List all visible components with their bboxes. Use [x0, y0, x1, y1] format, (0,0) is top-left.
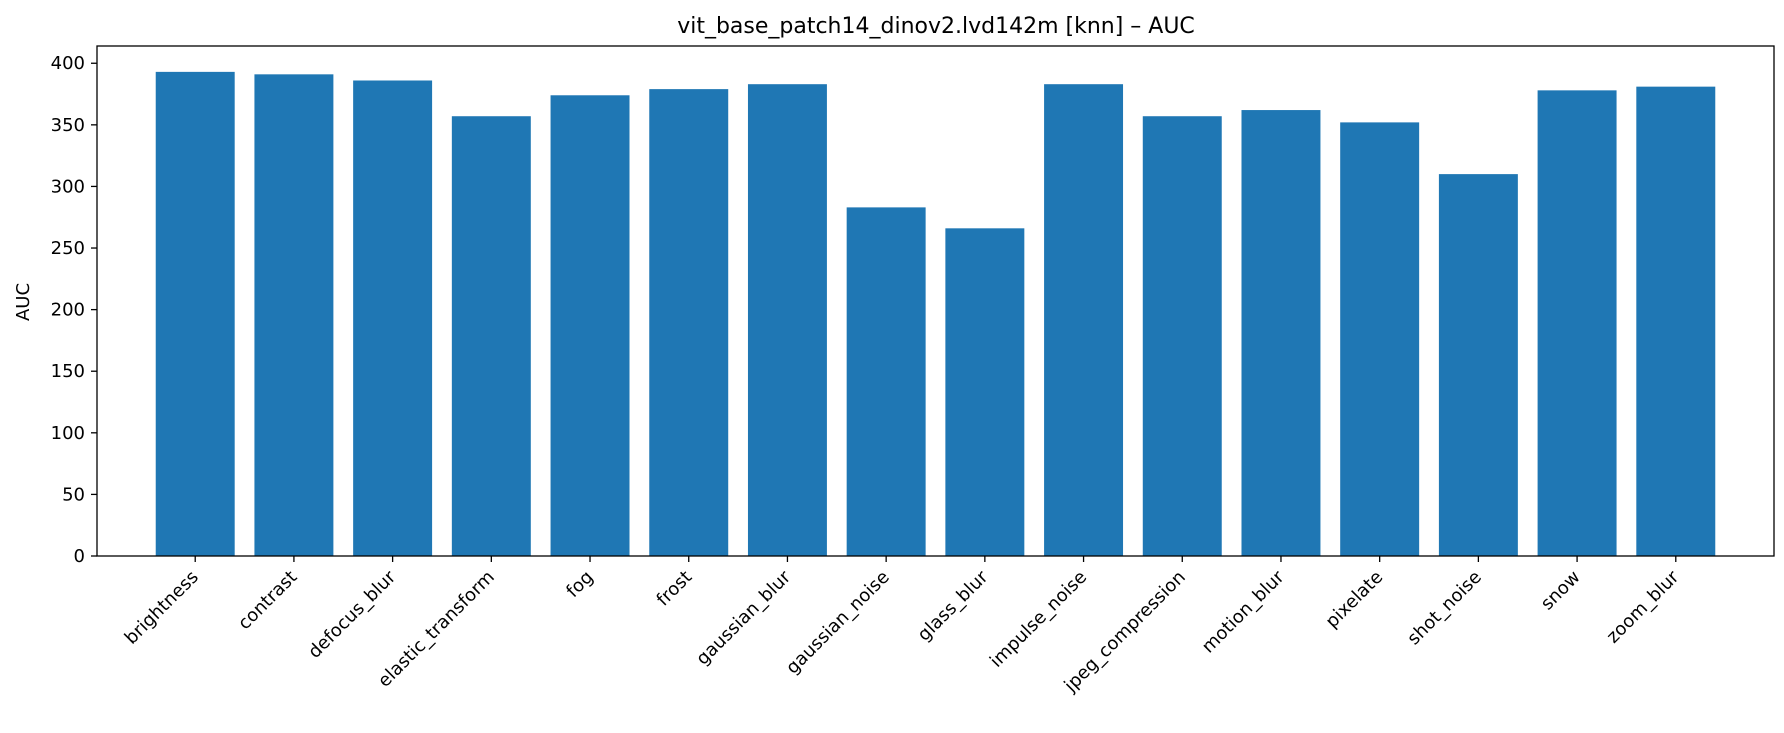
y-axis: 0 50 100 150 200 250 300 350 400: [51, 53, 97, 567]
y-tick-label: 150: [51, 361, 85, 382]
bar-pixelate: [1340, 122, 1420, 556]
y-tick-label: 100: [51, 423, 85, 444]
bar-gaussian_blur: [747, 84, 827, 556]
bar-gaussian_noise: [846, 207, 926, 556]
bar-snow: [1537, 90, 1617, 556]
x-tick-label: zoom_blur: [1603, 566, 1684, 647]
y-tick-label: 300: [51, 176, 85, 197]
x-tick-label: defocus_blur: [304, 566, 400, 662]
x-tick-label: motion_blur: [1198, 566, 1289, 657]
y-tick-label: 350: [51, 115, 85, 136]
bar-frost: [649, 89, 729, 557]
x-tick-label: gaussian_blur: [692, 566, 795, 669]
y-tick-label: 250: [51, 238, 85, 259]
x-tick-label: pixelate: [1322, 567, 1388, 633]
bars-group: [155, 71, 1716, 557]
chart-title: vit_base_patch14_dinov2.lvd142m [knn] – …: [677, 14, 1195, 39]
bar-impulse_noise: [1044, 84, 1124, 556]
x-tick-label: fog: [562, 567, 597, 602]
y-tick-label: 200: [51, 300, 85, 321]
y-tick-label: 50: [62, 484, 85, 505]
x-tick-label: glass_blur: [914, 566, 993, 645]
x-axis: brightness contrast defocus_blurelastic_tr…: [121, 556, 1684, 697]
bar-motion_blur: [1241, 110, 1321, 556]
x-tick-label: snow: [1537, 567, 1585, 615]
bar-defocus_blur: [353, 80, 433, 557]
bar-fog: [550, 95, 630, 556]
x-tick-label: impulse_noise: [986, 567, 1091, 672]
bar-glass_blur: [945, 228, 1025, 556]
bar-shot_noise: [1438, 174, 1518, 556]
bar-elastic_transform: [451, 116, 531, 556]
bar-brightness: [155, 71, 235, 557]
x-tick-label: brightness: [121, 567, 203, 649]
bar-zoom_blur: [1636, 86, 1716, 557]
x-tick-label: shot_noise: [1403, 567, 1486, 650]
y-tick-label: 400: [51, 53, 85, 74]
plot-area-frame: [96, 45, 1775, 557]
y-axis-label: AUC: [13, 283, 34, 321]
x-tick-label: frost: [653, 567, 697, 611]
x-tick-label: gaussian_noise: [782, 567, 894, 679]
bar-contrast: [254, 74, 334, 556]
y-tick-label: 0: [74, 546, 85, 567]
x-tick-label: contrast: [234, 567, 301, 634]
bar-jpeg_compression: [1142, 116, 1222, 556]
